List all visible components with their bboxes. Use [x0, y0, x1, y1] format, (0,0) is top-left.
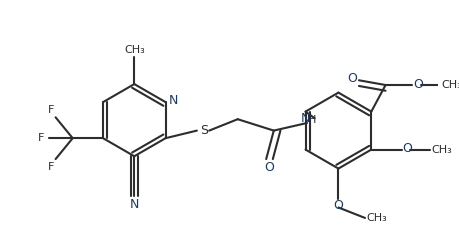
- Text: O: O: [402, 142, 411, 155]
- Text: CH₃: CH₃: [441, 80, 459, 90]
- Text: N: N: [300, 112, 309, 125]
- Text: S: S: [200, 124, 208, 137]
- Text: N: N: [168, 94, 178, 107]
- Text: F: F: [48, 162, 54, 172]
- Text: CH₃: CH₃: [430, 145, 451, 154]
- Text: O: O: [333, 199, 342, 212]
- Text: N: N: [129, 198, 139, 211]
- Text: O: O: [263, 161, 274, 174]
- Text: O: O: [412, 77, 422, 91]
- Text: F: F: [48, 105, 54, 115]
- Text: CH₃: CH₃: [365, 213, 386, 223]
- Text: CH₃: CH₃: [123, 45, 145, 55]
- Text: O: O: [347, 72, 357, 85]
- Text: H: H: [307, 115, 315, 125]
- Text: F: F: [38, 133, 45, 143]
